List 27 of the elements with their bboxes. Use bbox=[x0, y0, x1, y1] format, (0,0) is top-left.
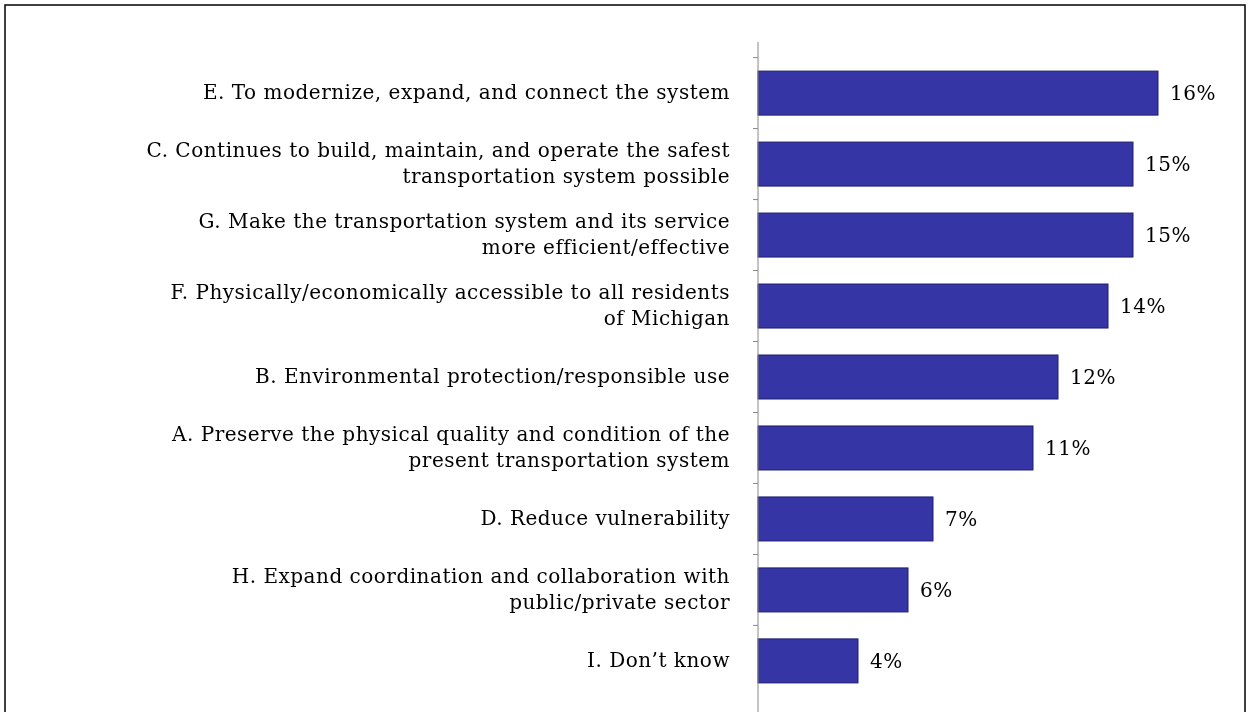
data-label: 12% bbox=[1070, 365, 1116, 389]
y-tick-label: C. Continues to build, maintain, and operate the safest transportation system possible bbox=[146, 137, 730, 188]
bar bbox=[757, 638, 859, 684]
bar bbox=[757, 425, 1034, 471]
data-label: 15% bbox=[1145, 223, 1191, 248]
data-label: 11% bbox=[1045, 435, 1091, 460]
bar bbox=[757, 354, 1059, 400]
bar bbox=[757, 496, 934, 542]
y-tick-label: I. Don’t know bbox=[587, 647, 730, 672]
y-tick-label: H. Expand coordination and collaboration with public/private sector bbox=[231, 563, 730, 614]
y-tick-label: F. Physically/economically accessible to all residents of Michigan bbox=[170, 279, 730, 330]
data-label: 16% bbox=[1170, 81, 1216, 106]
data-label: 15% bbox=[1145, 152, 1191, 177]
bar bbox=[757, 283, 1109, 329]
y-tick-label: E. To modernize, expand, and connect the system bbox=[203, 79, 730, 104]
y-tick-label: A. Preserve the physical quality and condition of the present transportation system bbox=[171, 421, 730, 472]
data-label: 6% bbox=[920, 577, 953, 602]
y-tick-label: G. Make the transportation system and its service more efficient/effective bbox=[198, 208, 730, 259]
data-label: 7% bbox=[945, 506, 978, 531]
bar bbox=[757, 70, 1159, 116]
bar bbox=[757, 567, 909, 613]
data-label: 14% bbox=[1120, 294, 1166, 319]
bar bbox=[757, 141, 1134, 187]
bar bbox=[757, 212, 1134, 258]
y-tick-label: D. Reduce vulnerability bbox=[480, 505, 731, 530]
y-tick-label: B. Environmental protection/responsible use bbox=[255, 363, 730, 388]
data-label: 4% bbox=[870, 648, 903, 673]
